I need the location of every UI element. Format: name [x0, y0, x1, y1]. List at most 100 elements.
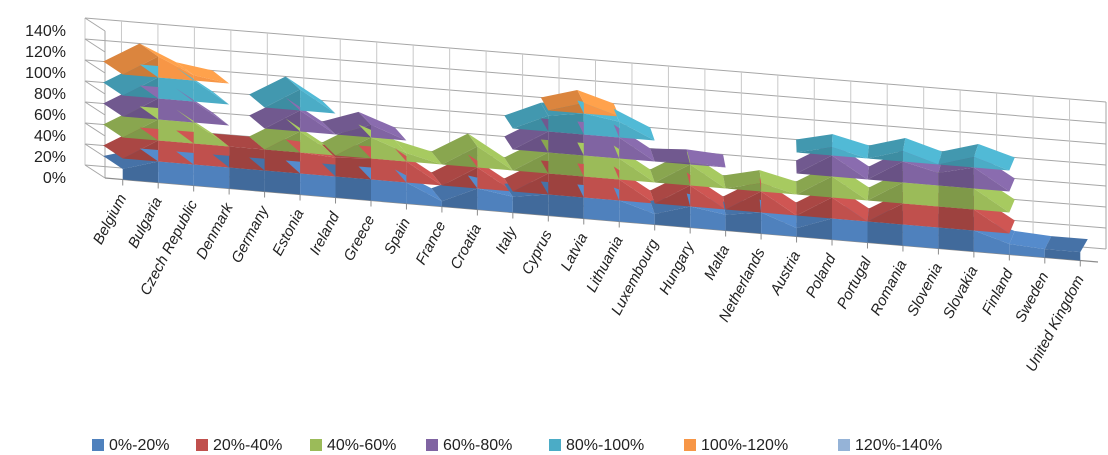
- surface-band-3: [832, 176, 868, 201]
- surface-band-3: [938, 185, 974, 210]
- x-category-label: Slovenia: [904, 260, 946, 319]
- surface-band-5: [122, 77, 159, 99]
- surface-band-3: [690, 164, 726, 189]
- y-tick-label: 80%: [34, 86, 66, 103]
- legend-label: 100%-120%: [701, 437, 788, 454]
- surface-band-3: [371, 137, 407, 162]
- legend-swatch: [684, 439, 696, 451]
- surface-band-3: [761, 183, 797, 195]
- surface-band-3: [867, 182, 903, 204]
- surface-band-5: [548, 113, 584, 135]
- surface-band-3: [122, 119, 159, 141]
- surface-band-1: [406, 182, 442, 207]
- surface-band-5: [796, 147, 832, 156]
- surface-band-4: [548, 131, 584, 156]
- x-category-label: Croatia: [447, 221, 485, 272]
- surface-band-5: [193, 80, 230, 105]
- legend-item: 60%-80%: [426, 437, 512, 454]
- x-category-label: Greece: [340, 212, 378, 263]
- surface-band-2: [973, 209, 1010, 234]
- surface-band-3: [548, 152, 584, 177]
- surface-band-1: [512, 194, 549, 216]
- legend-item: 0%-20%: [92, 437, 169, 454]
- surface-band-2: [406, 161, 442, 186]
- surface-band-1: [548, 194, 584, 219]
- x-category-label: Poland: [803, 251, 840, 301]
- surface-band-3: [335, 137, 371, 159]
- surface-band-3: [158, 119, 194, 144]
- surface-band-4: [264, 110, 301, 132]
- gridline-side-20: [84, 143, 106, 158]
- surface-ribbon: [973, 144, 1015, 171]
- surface-band-1: [725, 212, 762, 234]
- surface-band-2: [690, 185, 726, 210]
- x-category-label: Slovakia: [940, 263, 982, 321]
- surface-ribbon: [358, 111, 407, 141]
- surface-band-1: [619, 200, 655, 225]
- surface-band-1: [371, 179, 407, 204]
- legend-item: 40%-60%: [310, 437, 396, 454]
- surface-band-2: [725, 191, 762, 213]
- x-category-label: Ireland: [306, 209, 343, 258]
- surface-ribbon: [796, 134, 833, 153]
- surface-ribbon: [467, 133, 513, 171]
- surface-band-5: [583, 113, 620, 138]
- x-category-label: Hungary: [656, 238, 698, 297]
- surface-band-2: [654, 185, 691, 207]
- surface-ribbon: [540, 90, 584, 111]
- surface-band-1: [477, 188, 513, 213]
- surface-band-2: [902, 203, 939, 228]
- y-tick-label: 40%: [34, 128, 66, 145]
- surface-band-5: [619, 121, 655, 141]
- legend-swatch: [92, 439, 104, 451]
- surface-ribbon: [867, 138, 906, 159]
- surface-band-6: [193, 75, 230, 84]
- surface-band-1: [796, 218, 832, 240]
- surface-band-6: [158, 56, 194, 81]
- surface-band-3: [441, 146, 478, 168]
- gridline-side-40: [84, 122, 106, 137]
- surface-ribbon: [285, 97, 336, 135]
- surface-ribbon: [139, 43, 194, 76]
- x-category-label: Sweden: [1012, 269, 1052, 325]
- surface-band-5: [867, 151, 903, 162]
- gridline-side-120: [84, 38, 106, 53]
- x-category-label: Italy: [492, 223, 521, 257]
- surface-ribbon: [938, 144, 979, 165]
- surface-band-3: [512, 152, 549, 174]
- surface-band-2: [371, 158, 407, 183]
- surface-band-5: [902, 151, 939, 165]
- x-category-label: Cyprus: [519, 227, 557, 277]
- surface-band-1: [300, 173, 336, 198]
- legend-item: 80%-100%: [549, 437, 644, 454]
- surface-band-4: [512, 131, 549, 153]
- surface-band-4: [796, 155, 832, 177]
- surface-band-2: [761, 191, 797, 216]
- surface-band-4: [654, 161, 691, 165]
- surface-ribbon: [394, 140, 442, 165]
- surface-band-1: [335, 176, 371, 201]
- surface-band-4: [902, 161, 939, 186]
- x-category-label: Portugal: [834, 254, 876, 312]
- y-tick-label: 100%: [25, 65, 66, 82]
- surface-band-4: [158, 98, 194, 123]
- legend-item: 120%-140%: [838, 437, 942, 454]
- surface-band-5: [938, 157, 974, 168]
- x-category-label: Malta: [701, 242, 733, 282]
- surface-band-4: [690, 162, 726, 168]
- legend-swatch: [196, 439, 208, 451]
- surface-band-5: [264, 89, 301, 111]
- x-category-label: Spain: [381, 215, 414, 257]
- surface-band-5: [973, 157, 1010, 171]
- surface-band-6: [122, 56, 159, 78]
- surface-band-3: [406, 153, 442, 165]
- legend-label: 80%-100%: [566, 437, 644, 454]
- gridline-side-0: [84, 164, 106, 179]
- legend-label: 60%-80%: [443, 437, 512, 454]
- surface-band-1: [158, 161, 194, 186]
- legend-label: 120%-140%: [855, 437, 942, 454]
- surface-band-4: [832, 155, 868, 180]
- surface-band-2: [441, 167, 478, 189]
- surface-band-5: [300, 89, 336, 114]
- surface-band-3: [264, 131, 301, 153]
